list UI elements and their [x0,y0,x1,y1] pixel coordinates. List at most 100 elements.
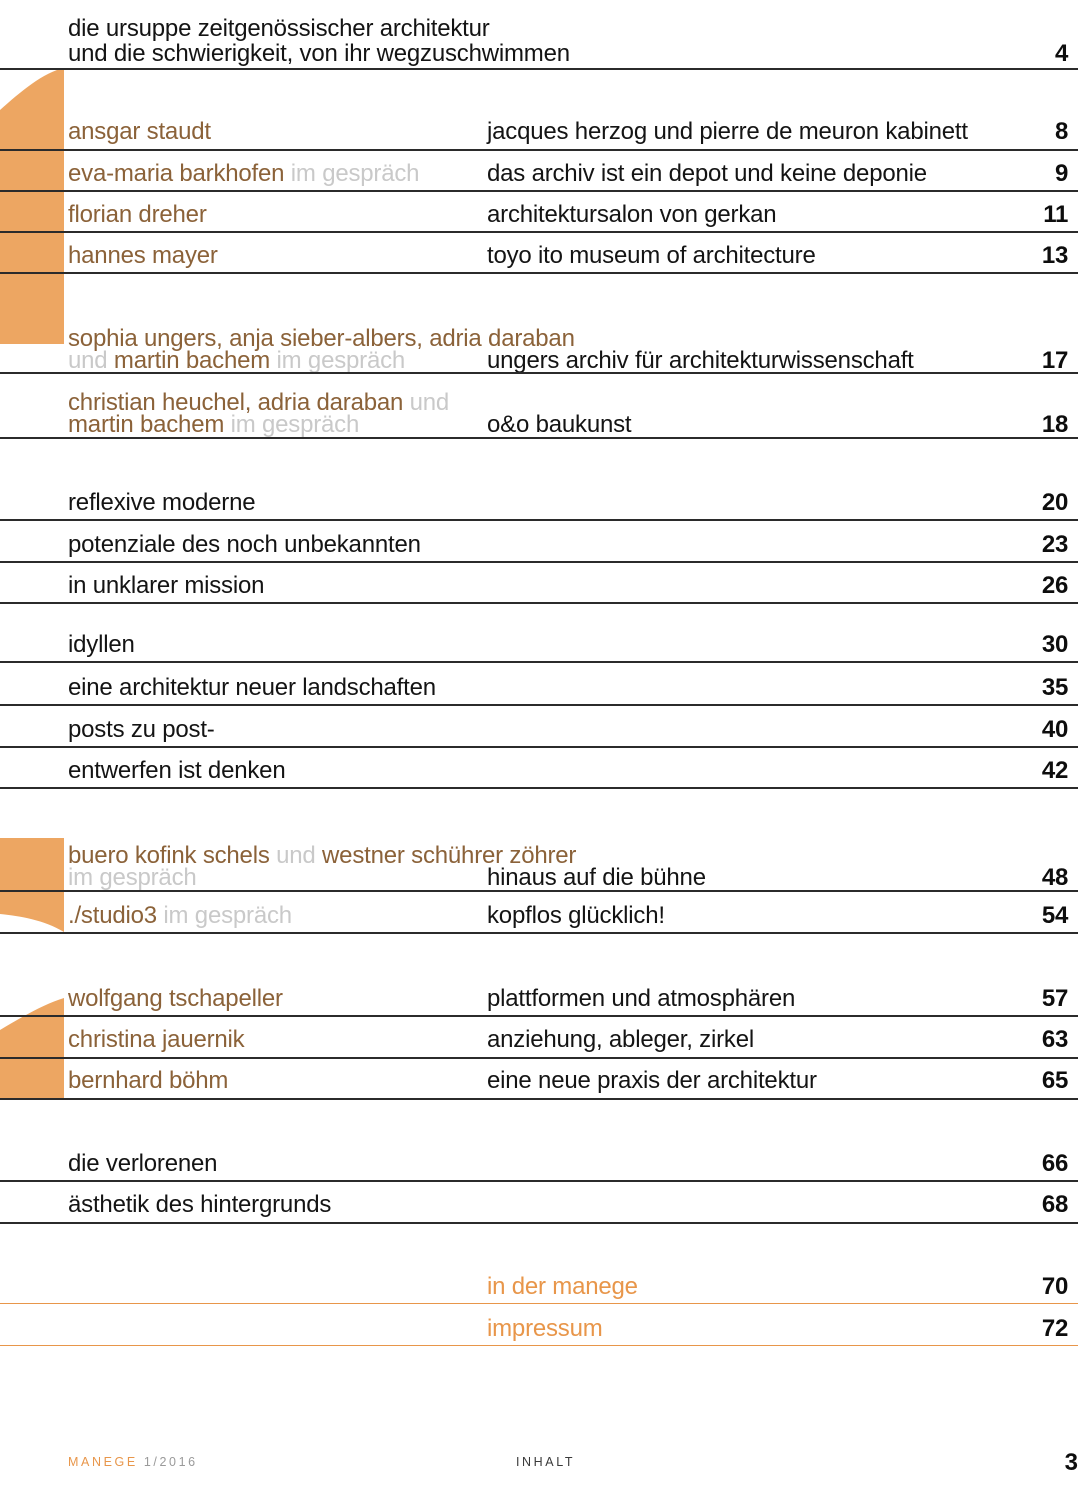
toc-title: eine architektur neuer landschaften [68,674,436,701]
toc-author: bernhard böhm [68,1067,229,1094]
toc-author-conj: und [68,347,114,374]
rule [0,932,1078,934]
toc-author: ansgar staudt [68,118,211,145]
toc-author-suffix: im gespräch [284,160,420,187]
rule [0,68,1078,70]
rule [0,519,1078,521]
toc-row[interactable]: in unklarer mission 26 [0,572,1078,604]
rule [0,231,1078,233]
toc-author-suffix: im gespräch [270,347,406,374]
toc-row[interactable]: idyllen 30 [0,631,1078,663]
toc-author-line2: martin bachem im gespräch [68,411,628,438]
toc-author-suffix: im gespräch [156,902,292,929]
toc-title: kopflos glücklich! [487,902,665,929]
toc-row[interactable]: eva-maria barkhofen im gespräch das arch… [0,160,1078,192]
toc-row-manege[interactable]: in der manege 70 [0,1273,1078,1305]
toc-page: 68 [1041,1191,1068,1218]
toc-row[interactable]: ./studio3 im gespräch kopflos glücklich!… [0,902,1078,934]
toc-title: eine neue praxis der architektur [487,1067,817,1094]
toc-row[interactable]: wolfgang tschapeller plattformen und atm… [0,985,1078,1017]
toc-page: 35 [1041,674,1068,701]
toc-page: 57 [1041,985,1068,1012]
toc-row[interactable]: potenziale des noch unbekannten 23 [0,531,1078,563]
rule [0,149,1078,151]
footer-brand: MANEGE [68,1455,138,1469]
rule [0,1222,1078,1224]
toc-title: posts zu post- [68,716,215,743]
toc-page: 42 [1041,757,1068,784]
rule [0,372,1078,374]
toc-row[interactable]: ansgar staudt jacques herzog und pierre … [0,118,1078,150]
toc-row[interactable]: florian dreher architektursalon von gerk… [0,201,1078,233]
toc-page: 26 [1041,572,1068,599]
toc-page: 9 [1054,160,1068,187]
toc-author-conj: und [403,389,450,416]
toc-author-suffix: im gespräch [224,411,360,438]
footer-issue: MANEGE 1/2016 [68,1455,198,1469]
toc-title: anziehung, ableger, zirkel [487,1026,754,1053]
toc-title: idyllen [68,631,135,658]
rule [0,272,1078,274]
toc-author-name: ./studio3 [68,902,157,929]
toc-page: 40 [1041,716,1068,743]
toc-page: 65 [1041,1067,1068,1094]
toc-row[interactable]: hannes mayer toyo ito museum of architec… [0,242,1078,274]
rule [0,890,1078,892]
toc-page: 70 [1041,1273,1068,1300]
toc-title: ungers archiv für architekturwissenschaf… [487,347,914,374]
toc-author-line1: christian heuchel, adria daraban und [68,389,628,416]
rule [0,190,1078,192]
toc-row[interactable]: entwerfen ist denken 42 [0,757,1078,789]
toc-title: reflexive moderne [68,489,256,516]
toc-row[interactable]: die verlorenen 66 [0,1150,1078,1182]
toc-author-line2: und martin bachem im gespräch [68,347,628,374]
toc-author-line2: im gespräch [68,864,197,891]
toc-page: 8 [1054,118,1068,145]
rule [0,746,1078,748]
toc-author-name: buero kofink schels [68,842,270,869]
toc-title: das archiv ist ein depot und keine depon… [487,160,927,187]
toc-row-impressum[interactable]: impressum 72 [0,1315,1078,1347]
toc-row[interactable]: bernhard böhm eine neue praxis der archi… [0,1067,1078,1099]
toc-row[interactable]: reflexive moderne 20 [0,489,1078,521]
toc-page: 30 [1041,631,1068,658]
toc-page: 17 [1041,347,1068,374]
rule [0,1098,1078,1100]
toc-author-name: eva-maria barkhofen [68,160,285,187]
toc-page: 13 [1041,242,1068,269]
toc-header-line1: die ursuppe zeitgenössischer architektur [68,15,490,42]
toc-row[interactable]: christian heuchel, adria daraban und mar… [0,389,1078,438]
toc-author-line1: buero kofink schels und westner schührer… [68,842,668,869]
toc-header-page: 4 [1054,40,1068,67]
toc-author: eva-maria barkhofen im gespräch [68,160,488,187]
toc-row[interactable]: sophia ungers, anja sieber-albers, adria… [0,325,1078,374]
rule [0,602,1078,604]
toc-title: impressum [487,1315,603,1342]
toc-page: 48 [1041,864,1068,891]
toc-header-entry[interactable]: die ursuppe zeitgenössischer architektur… [0,10,1078,70]
toc-row[interactable]: buero kofink schels und westner schührer… [0,842,1078,891]
toc-page: 63 [1041,1026,1068,1053]
toc-page: 54 [1041,902,1068,929]
toc-row[interactable]: posts zu post- 40 [0,716,1078,748]
toc-title: toyo ito museum of architecture [487,242,816,269]
toc-row[interactable]: eine architektur neuer landschaften 35 [0,674,1078,706]
toc-row[interactable]: ästhetik des hintergrunds 68 [0,1191,1078,1223]
rule [0,1015,1078,1017]
toc-title: potenziale des noch unbekannten [68,531,421,558]
toc-page: 23 [1041,531,1068,558]
toc-author-name: martin bachem [68,411,225,438]
toc-author: hannes mayer [68,242,218,269]
toc-title: jacques herzog und pierre de meuron kabi… [487,118,968,145]
toc-title: o&o baukunst [487,411,632,438]
toc-row[interactable]: christina jauernik anziehung, ableger, z… [0,1026,1078,1058]
rule [0,1057,1078,1059]
rule [0,787,1078,789]
rule [0,1180,1078,1182]
toc-author: christina jauernik [68,1026,245,1053]
toc-author-name: christian heuchel, adria daraban [68,389,404,416]
rule [0,561,1078,563]
footer-page-number: 3 [1064,1449,1078,1476]
toc-page: 66 [1041,1150,1068,1177]
